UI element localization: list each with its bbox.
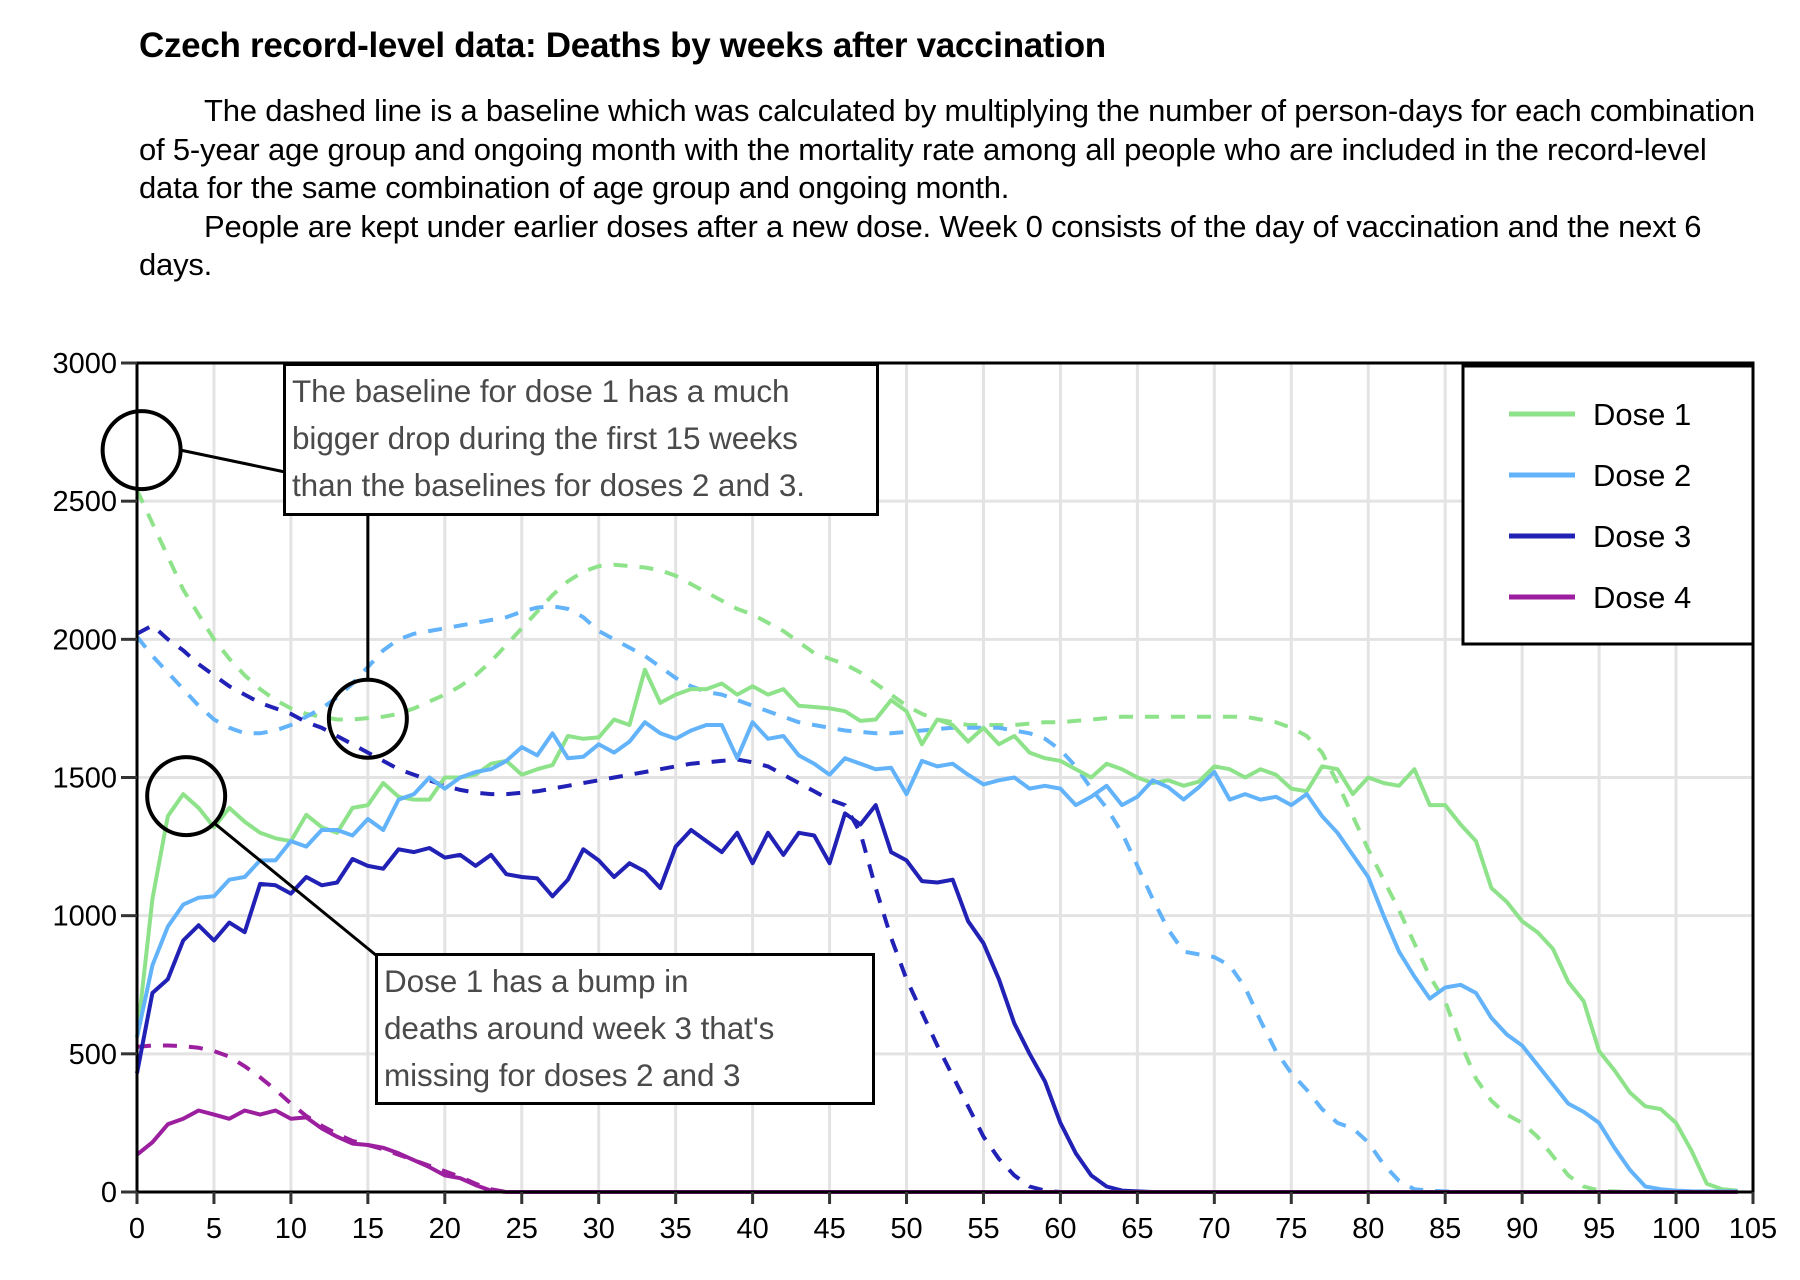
x-tick-label: 100	[1652, 1213, 1700, 1245]
x-tick-label: 50	[890, 1213, 922, 1245]
x-tick-label: 35	[660, 1213, 692, 1245]
y-tick-label: 1000	[52, 901, 117, 933]
x-axis-ticks: 0 5 10 15 20 25 30 35 40 45 50 55 60 65 70 75 80 85 90 95 10…	[129, 1192, 1777, 1245]
x-tick-label: 40	[736, 1213, 768, 1245]
annotation-line: Dose 1 has a bump in	[384, 963, 689, 999]
legend-label: Dose 3	[1593, 519, 1691, 554]
x-tick-label: 70	[1198, 1213, 1230, 1245]
series-line-dose-4	[135, 1108, 1738, 1194]
series-line-dose-2	[135, 720, 1738, 1194]
x-tick-label: 75	[1275, 1213, 1307, 1245]
y-axis-ticks: 0 500 1000 1500 2000 2500 3000	[52, 348, 137, 1209]
subtitle-paragraph-doses: People are kept under earlier doses afte…	[139, 208, 1702, 283]
y-tick-label: 2000	[52, 624, 117, 656]
annotation-line: bigger drop during the first 15 weeks	[292, 420, 798, 456]
annotation-line: than the baselines for doses 2 and 3.	[292, 467, 805, 503]
y-tick-label: 2500	[52, 486, 117, 518]
subtitle-paragraph-baseline: The dashed line is a baseline which was …	[139, 93, 1755, 205]
x-tick-label: 80	[1352, 1213, 1384, 1245]
annotation-line: deaths around week 3 that's	[384, 1010, 775, 1046]
x-tick-label: 10	[275, 1213, 307, 1245]
legend-label: Dose 2	[1593, 458, 1691, 493]
x-tick-label: 60	[1044, 1213, 1076, 1245]
x-tick-label: 30	[583, 1213, 615, 1245]
x-tick-label: 15	[352, 1213, 384, 1245]
annotation-connector	[213, 821, 378, 958]
x-tick-label: 65	[1121, 1213, 1153, 1245]
x-tick-label: 95	[1583, 1213, 1615, 1245]
annotation-connector	[180, 448, 286, 474]
x-tick-label: 85	[1429, 1213, 1461, 1245]
x-tick-label: 20	[429, 1213, 461, 1245]
x-tick-label: 25	[506, 1213, 538, 1245]
annotation-line: missing for doses 2 and 3	[384, 1057, 741, 1093]
annotation-circle	[100, 409, 183, 492]
y-tick-label: 1500	[52, 763, 117, 795]
y-tick-label: 0	[101, 1177, 117, 1209]
x-tick-label: 55	[967, 1213, 999, 1245]
x-tick-label: 0	[129, 1213, 145, 1245]
x-tick-label: 5	[206, 1213, 222, 1245]
x-tick-label: 105	[1729, 1213, 1777, 1245]
legend-label: Dose 1	[1593, 397, 1691, 432]
annotation-baseline-drop: The baseline for dose 1 has a much bigge…	[283, 363, 879, 516]
x-tick-label: 90	[1506, 1213, 1538, 1245]
annotation-callouts	[100, 409, 409, 958]
annotation-circle	[145, 755, 228, 838]
x-tick-label: 45	[813, 1213, 845, 1245]
legend-label: Dose 4	[1593, 580, 1691, 615]
y-tick-label: 3000	[52, 348, 117, 380]
series-line-dose-1	[135, 667, 1738, 1193]
chart-subtitle: The dashed line is a baseline which was …	[139, 92, 1759, 285]
annotation-week3-bump: Dose 1 has a bump in deaths around week …	[375, 953, 875, 1105]
annotation-line: The baseline for dose 1 has a much	[292, 373, 790, 409]
chart-title: Czech record-level data: Deaths by weeks…	[139, 26, 1106, 65]
legend: Dose 1 Dose 2 Dose 3 Dose 4	[1461, 364, 1755, 646]
y-tick-label: 500	[69, 1039, 117, 1071]
